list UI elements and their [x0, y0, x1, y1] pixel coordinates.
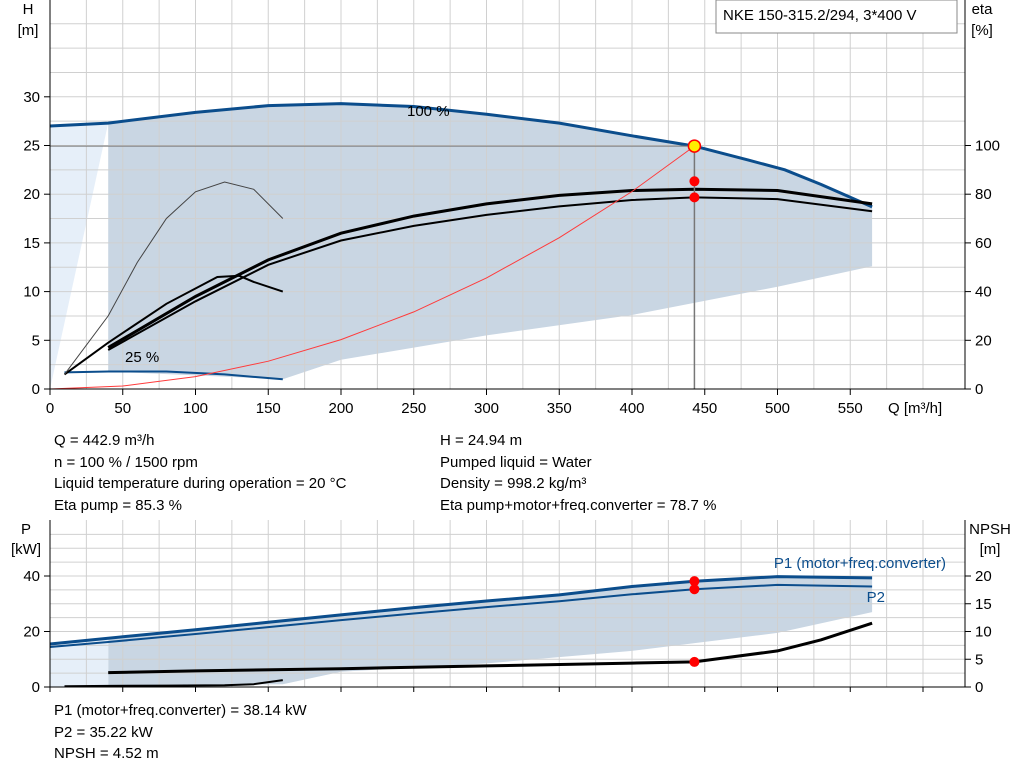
head-curve-100 [49, 102, 873, 209]
p-tick-label: 0 [32, 679, 40, 696]
npsh-curve [108, 621, 873, 675]
npsh-marker [689, 656, 700, 667]
info-right: H = 24.94 m Pumped liquid = Water Densit… [440, 430, 716, 516]
npsh-tick-label: 15 [975, 596, 992, 613]
title-box [715, 0, 958, 34]
x-tick-label: 350 [547, 400, 572, 417]
info-eta-pump: Eta pump = 85.3 % [54, 496, 182, 514]
x-tick-label: 250 [401, 400, 426, 417]
npsh-tick-label: 20 [975, 568, 992, 585]
y-axis-label: H [23, 1, 34, 18]
x-tick-label: 50 [114, 400, 131, 417]
eta-total-marker [689, 192, 700, 203]
y-tick-label: 20 [23, 186, 40, 203]
p1-series-label: P1 (motor+freq.converter) [774, 555, 946, 572]
p1-curve [49, 575, 873, 646]
p2-curve [49, 583, 873, 648]
duty-point-marker [687, 139, 702, 153]
y-tick-label: 25 [23, 138, 40, 155]
y-right-axis-unit: [%] [971, 22, 993, 39]
x-tick-label: 300 [474, 400, 499, 417]
x-tick-label: 400 [619, 400, 644, 417]
y-right-tick-label: 60 [975, 235, 992, 252]
info-liquid-temp: Liquid temperature during operation = 20… [54, 475, 347, 492]
y-right-axis-label: eta [972, 1, 994, 18]
label-100-percent: 100 % [407, 103, 450, 120]
system-curve [49, 145, 695, 390]
power-curve-low-speed [64, 679, 283, 688]
y-tick-label: 30 [23, 89, 40, 106]
p-tick-label: 40 [23, 568, 40, 585]
npsh-axis-unit: [m] [980, 541, 1001, 558]
info-density: Density = 998.2 kg/m³ [440, 475, 587, 492]
info-speed: n = 100 % / 1500 rpm [54, 453, 198, 471]
label-25-percent: 25 % [125, 349, 159, 366]
info-left: Q = 442.9 m³/h n = 100 % / 1500 rpm Liqu… [54, 430, 346, 516]
x-tick-label: 0 [46, 400, 54, 417]
info-flow: Q = 442.9 m³/h [54, 432, 155, 449]
x-tick-label: 500 [765, 400, 790, 417]
y-right-tick-label: 100 [975, 138, 1000, 155]
y-axis-unit: [m] [18, 22, 39, 39]
eta-curve-low-speed [63, 274, 284, 376]
info-eta-total: Eta pump+motor+freq.converter = 78.7 % [440, 496, 717, 514]
p-axis-label: P [21, 521, 31, 538]
y-right-tick-label: 80 [975, 186, 992, 203]
x-tick-label: 200 [328, 400, 353, 417]
y-right-tick-label: 0 [975, 381, 983, 398]
eta-pump-marker [689, 176, 700, 187]
x-tick-label: 100 [183, 400, 208, 417]
p-tick-label: 20 [23, 624, 40, 641]
info-bottom: P1 (motor+freq.converter) = 38.14 kW P2 … [54, 700, 307, 765]
y-right-tick-label: 40 [975, 284, 992, 301]
low-flow-area [50, 123, 109, 390]
npsh-axis-label: NPSH [969, 521, 1011, 538]
p1-marker [689, 576, 700, 587]
power-low-flow-area [50, 638, 109, 687]
p2-series-label: P2 [867, 589, 885, 606]
p2-marker [689, 584, 700, 595]
operating-range-area [108, 103, 873, 380]
head-curve-25 [64, 370, 283, 381]
chart-title: NKE 150-315.2/294, 3*400 V [723, 7, 916, 24]
eta-curve-min-speed [64, 181, 284, 375]
x-tick-label: 450 [692, 400, 717, 417]
info-p1: P1 (motor+freq.converter) = 38.14 kW [54, 702, 307, 719]
y-tick-label: 0 [32, 381, 40, 398]
x-tick-label: 150 [256, 400, 281, 417]
y-tick-label: 10 [23, 284, 40, 301]
npsh-tick-label: 5 [975, 651, 983, 668]
x-axis-label: Q [m³/h] [888, 400, 942, 417]
y-tick-label: 5 [32, 332, 40, 349]
info-head: H = 24.94 m [440, 432, 523, 449]
npsh-tick-label: 10 [975, 624, 992, 641]
eta-pump-curve [107, 187, 873, 349]
y-tick-label: 15 [23, 235, 40, 252]
y-right-tick-label: 20 [975, 332, 992, 349]
x-tick-label: 550 [838, 400, 863, 417]
p-axis-unit: [kW] [11, 541, 41, 558]
npsh-tick-label: 0 [975, 679, 983, 696]
info-pumped-liquid: Pumped liquid = Water [440, 453, 592, 471]
info-npsh: NPSH = 4.52 m [54, 745, 159, 762]
info-p2: P2 = 35.22 kW [54, 723, 153, 741]
